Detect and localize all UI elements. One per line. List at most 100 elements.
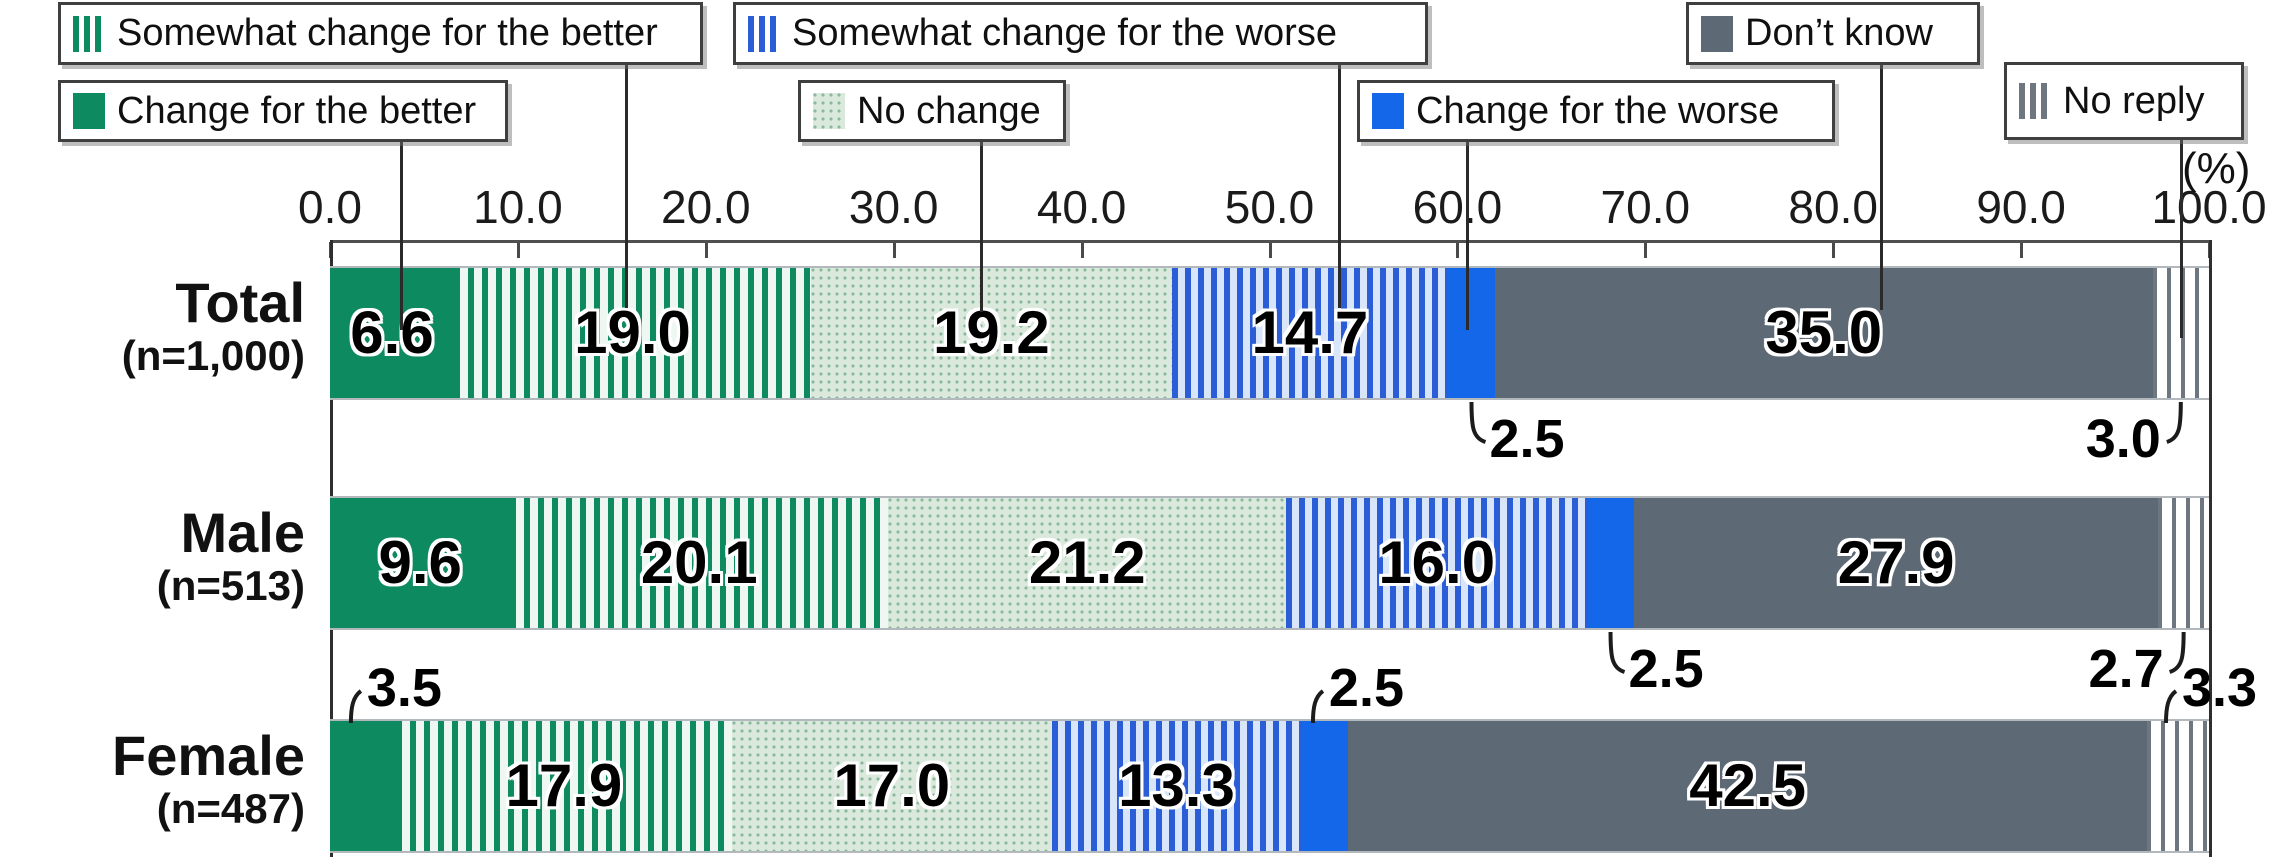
segment-value-label: 35.0 xyxy=(1765,299,1883,366)
callout-value-label: 2.7 xyxy=(2088,639,2164,699)
axis-tick-label: 50.0 xyxy=(1224,181,1315,233)
legend-label: Somewhat change for the better xyxy=(117,12,658,54)
callout-value-label: 3.5 xyxy=(366,658,442,718)
segment-value-label: 19.0 xyxy=(574,299,691,366)
legend-box: Somewhat change for the better xyxy=(58,2,703,65)
bar-segment xyxy=(1447,268,1495,398)
segment-value-label: 20.1 xyxy=(640,529,758,596)
category-sample-size: (n=487) xyxy=(156,784,305,832)
bar-segment xyxy=(1587,498,1634,628)
row-label: Total (n=1,000) xyxy=(10,271,305,379)
bar-segment xyxy=(330,721,396,851)
legend-box: Change for the better xyxy=(58,80,508,142)
axis-tick-mark xyxy=(704,242,708,258)
blue-square-icon xyxy=(1372,93,1404,129)
callout-value-label: 3.3 xyxy=(2181,658,2258,718)
callout-value-label: 2.5 xyxy=(1328,658,1404,718)
axis-tick-label: 100.0 xyxy=(2151,181,2267,233)
axis-tick-label: 80.0 xyxy=(1788,181,1878,233)
bar-segment: 21.2 xyxy=(888,498,1287,628)
axis-tick-label: 0.0 xyxy=(298,181,362,233)
legend-box: Somewhat change for the worse xyxy=(733,2,1428,65)
axis-tick-mark xyxy=(516,242,520,258)
bar-segment: 14.7 xyxy=(1171,268,1448,398)
plot-right-border xyxy=(2209,240,2212,857)
green-stripes-icon xyxy=(73,15,105,52)
legend-label: Don’t know xyxy=(1745,12,1933,54)
legend-label: No change xyxy=(857,89,1041,132)
bar-segment xyxy=(2158,498,2209,628)
green-dots-icon xyxy=(813,93,845,129)
bar-segment: 42.5 xyxy=(1348,721,2147,851)
percent-unit-label: (%) xyxy=(2182,144,2251,193)
axis-tick-label: 30.0 xyxy=(848,181,939,233)
bar-segment: 6.6 xyxy=(330,268,454,398)
axis-tick-label: 10.0 xyxy=(473,181,563,233)
legend-leader-line xyxy=(1880,65,1883,310)
axis-tick-label: 60.0 xyxy=(1412,181,1503,233)
row-label: Female (n=487) xyxy=(10,726,305,832)
bar-row: 9.6 20.1 21.2 16.0 27.9 xyxy=(330,496,2209,630)
bar-segment: 13.3 xyxy=(1051,721,1302,851)
segment-value-label: 27.9 xyxy=(1837,529,1955,596)
segment-value-label: 17.9 xyxy=(505,752,623,819)
bar-segment: 20.1 xyxy=(510,498,889,628)
legend-leader-line xyxy=(1466,142,1469,330)
legend-leader-line xyxy=(980,142,983,312)
legend-label: Change for the worse xyxy=(1416,89,1780,132)
legend-leader-line xyxy=(1338,65,1341,308)
axis-tick-label: 90.0 xyxy=(1976,181,2066,233)
legend-box: Change for the worse xyxy=(1357,80,1835,142)
gray-square-icon xyxy=(1701,15,1733,52)
callout-value-label: 2.5 xyxy=(1489,409,1565,469)
callout-hook-line xyxy=(1469,401,1487,444)
axis-tick-label: 70.0 xyxy=(1600,181,1691,233)
bar-row: 17.9 17.0 13.3 42.5 xyxy=(330,719,2209,853)
bar-segment: 9.6 xyxy=(330,498,511,628)
legend-box: No change xyxy=(798,80,1066,142)
axis-tick-mark xyxy=(1456,242,1460,258)
legend-label: Change for the better xyxy=(117,89,477,132)
segment-value-label: 9.6 xyxy=(378,529,462,596)
category-sample-size: (n=1,000) xyxy=(121,331,305,379)
bar-segment: 27.9 xyxy=(1633,498,2159,628)
legend-leader-line xyxy=(2180,140,2183,338)
segment-value-label: 42.5 xyxy=(1689,752,1807,819)
bar-segment: 35.0 xyxy=(1494,268,2153,398)
segment-value-label: 6.6 xyxy=(350,299,434,366)
category-label: Male xyxy=(180,501,306,564)
category-label: Total xyxy=(175,271,305,334)
bar-segment xyxy=(1301,721,1349,851)
category-sample-size: (n=513) xyxy=(156,561,305,609)
green-square-icon xyxy=(73,93,105,129)
bar-segment: 17.0 xyxy=(732,721,1052,851)
legend-leader-line xyxy=(625,65,628,308)
axis-tick-label: 20.0 xyxy=(661,181,751,233)
segment-value-label: 19.2 xyxy=(932,299,1050,366)
bar-segment: 19.2 xyxy=(811,268,1172,398)
legend-label: Somewhat change for the worse xyxy=(792,12,1337,54)
axis-tick-mark xyxy=(1080,242,1084,258)
legend-label: No reply xyxy=(2063,79,2205,122)
axis-tick-mark xyxy=(1832,242,1836,258)
legend-box: No reply xyxy=(2004,62,2244,140)
segment-value-label: 16.0 xyxy=(1378,529,1496,596)
legend-leader-line xyxy=(400,142,403,330)
bar-segment xyxy=(2146,721,2209,851)
axis-tick-mark xyxy=(2020,242,2024,258)
row-label: Male (n=513) xyxy=(10,501,306,609)
segment-value-label: 13.3 xyxy=(1118,752,1235,819)
blue-stripes-icon xyxy=(748,15,780,52)
segment-value-label: 14.7 xyxy=(1251,299,1369,366)
segment-value-label: 17.0 xyxy=(833,752,951,819)
bar-segment: 16.0 xyxy=(1286,498,1588,628)
callout-hook-line xyxy=(1608,631,1626,674)
axis-line xyxy=(330,240,2212,243)
axis-tick-mark xyxy=(1268,242,1272,258)
callout-hook-line xyxy=(2166,401,2183,444)
axis-tick-mark xyxy=(892,242,896,258)
gray-stripes-icon xyxy=(2019,83,2051,119)
callout-value-label: 3.0 xyxy=(2085,409,2161,469)
bar-segment: 19.0 xyxy=(454,268,811,398)
